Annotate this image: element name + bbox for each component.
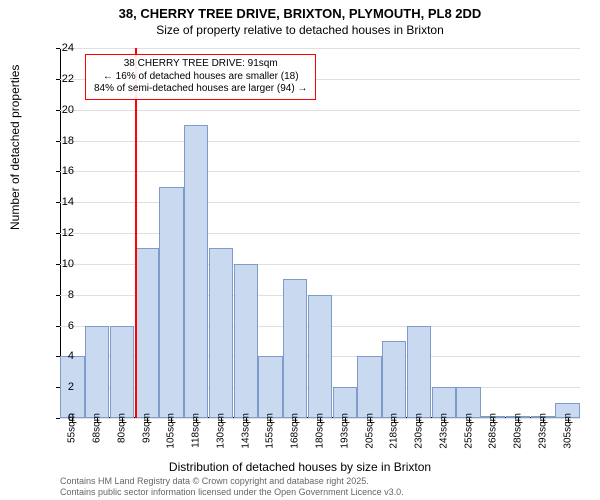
page-title: 38, CHERRY TREE DRIVE, BRIXTON, PLYMOUTH… — [0, 6, 600, 21]
histogram-bar — [184, 125, 208, 418]
xtick-label: 130sqm — [215, 413, 226, 449]
x-axis-label: Distribution of detached houses by size … — [0, 460, 600, 474]
xtick-label: 205sqm — [364, 413, 375, 449]
xtick-label: 180sqm — [315, 413, 326, 449]
plot-area: 55sqm68sqm80sqm93sqm105sqm118sqm130sqm14… — [60, 48, 580, 418]
ytick-label: 12 — [46, 227, 74, 239]
xtick-label: 80sqm — [116, 413, 127, 443]
gridline-h — [60, 48, 580, 49]
property-marker-line — [135, 48, 137, 418]
xtick-label: 243sqm — [438, 413, 449, 449]
histogram-bar — [407, 326, 431, 419]
footer-line-1: Contains HM Land Registry data © Crown c… — [60, 476, 404, 487]
page-subtitle: Size of property relative to detached ho… — [0, 23, 600, 37]
gridline-h — [60, 233, 580, 234]
ytick-label: 16 — [46, 165, 74, 177]
ytick-label: 14 — [46, 196, 74, 208]
xtick-label: 255sqm — [463, 413, 474, 449]
histogram-bar — [135, 248, 159, 418]
footer-attribution: Contains HM Land Registry data © Crown c… — [60, 476, 404, 498]
xtick-label: 168sqm — [290, 413, 301, 449]
xtick-label: 155sqm — [265, 413, 276, 449]
xtick-label: 118sqm — [191, 413, 202, 448]
histogram-bar — [159, 187, 183, 418]
ytick-label: 10 — [46, 258, 74, 270]
histogram-bar — [209, 248, 233, 418]
annotation-box: 38 CHERRY TREE DRIVE: 91sqm← 16% of deta… — [85, 54, 316, 100]
gridline-h — [60, 110, 580, 111]
histogram-bar — [382, 341, 406, 418]
xtick-label: 280sqm — [513, 413, 524, 449]
xtick-label: 105sqm — [166, 413, 177, 449]
ytick-label: 18 — [46, 135, 74, 147]
ytick-label: 2 — [46, 381, 74, 393]
xtick-label: 143sqm — [240, 413, 251, 449]
histogram-bar — [258, 356, 282, 418]
histogram-bar — [308, 295, 332, 418]
xtick-label: 218sqm — [389, 413, 400, 449]
gridline-h — [60, 141, 580, 142]
histogram-bar — [283, 279, 307, 418]
xtick-label: 193sqm — [339, 413, 350, 449]
ytick-label: 24 — [46, 42, 74, 54]
ytick-label: 22 — [46, 73, 74, 85]
ytick-label: 6 — [46, 320, 74, 332]
histogram-bar — [85, 326, 109, 419]
xtick-label: 293sqm — [537, 413, 548, 449]
ytick-label: 8 — [46, 289, 74, 301]
gridline-h — [60, 202, 580, 203]
xtick-label: 305sqm — [562, 413, 573, 449]
xtick-label: 68sqm — [92, 413, 103, 443]
histogram-bar — [110, 326, 134, 419]
xtick-label: 93sqm — [141, 413, 152, 443]
histogram-bar — [357, 356, 381, 418]
annotation-line-2: ← 16% of detached houses are smaller (18… — [94, 71, 307, 84]
annotation-line-1: 38 CHERRY TREE DRIVE: 91sqm — [94, 58, 307, 71]
gridline-h — [60, 171, 580, 172]
annotation-line-3: 84% of semi-detached houses are larger (… — [94, 83, 307, 96]
ytick-label: 4 — [46, 350, 74, 362]
xtick-label: 230sqm — [414, 413, 425, 449]
xtick-label: 268sqm — [488, 413, 499, 449]
histogram-bar — [234, 264, 258, 418]
y-axis-label: Number of detached properties — [8, 65, 22, 230]
ytick-label: 20 — [46, 104, 74, 116]
ytick-label: 0 — [46, 412, 74, 424]
footer-line-2: Contains public sector information licen… — [60, 487, 404, 498]
chart-container: 38, CHERRY TREE DRIVE, BRIXTON, PLYMOUTH… — [0, 0, 600, 500]
